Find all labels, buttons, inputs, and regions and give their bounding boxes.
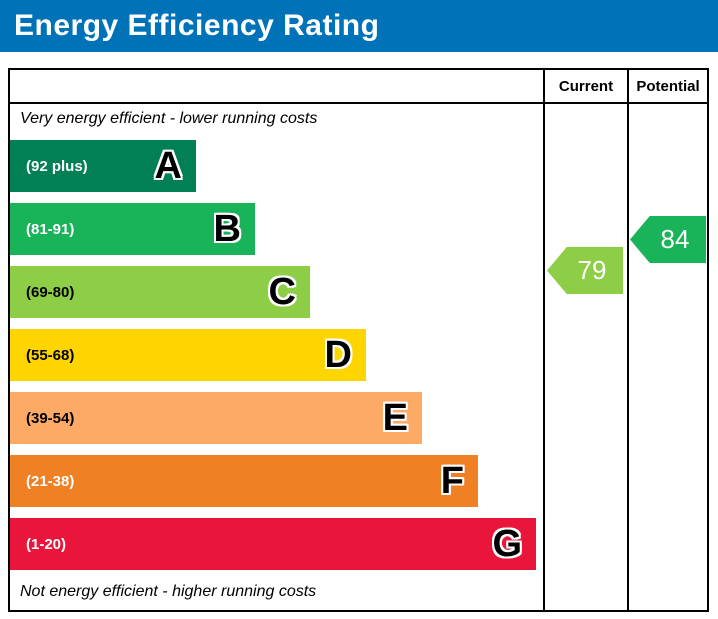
potential-rating-arrow: 84 [630,216,706,263]
page-title: Energy Efficiency Rating [14,9,380,42]
band-g: (1-20) G [10,518,536,570]
band-f-letter: F [440,460,464,502]
header-divider [10,102,707,104]
rating-chart: Current Potential Very energy efficient … [8,68,709,612]
band-b: (81-91) B [10,203,255,255]
band-d-range-label: (55-68) [26,346,75,364]
current-rating-arrow: 79 [547,247,623,294]
band-f-range-label: (21-38) [26,472,75,490]
band-b-range-label: (81-91) [26,220,75,238]
current-rating-value: 79 [577,255,607,285]
band-g-letter: G [492,523,522,565]
band-d: (55-68) D [10,329,366,381]
band-a-letter: A [154,145,182,187]
potential-column-header: Potential [636,78,700,95]
current-column-divider [543,70,545,610]
band-a: (92 plus) A [10,140,196,192]
band-b-letter: B [213,208,241,250]
band-e-letter: E [382,397,408,439]
band-c-range-label: (69-80) [26,283,75,301]
potential-column-divider [627,70,629,610]
band-e-range-label: (39-54) [26,409,75,427]
band-g-range-label: (1-20) [26,535,67,553]
potential-rating-value: 84 [660,224,690,254]
band-a-range-label: (92 plus) [26,157,88,175]
current-column-header: Current [558,78,614,95]
band-d-letter: D [324,334,352,376]
band-f: (21-38) F [10,455,478,507]
top-annotation: Very energy efficient - lower running co… [20,110,318,127]
title-bar: Energy Efficiency Rating [0,0,718,52]
band-c: (69-80) C [10,266,310,318]
bottom-annotation: Not energy efficient - higher running co… [20,583,317,600]
band-c-letter: C [268,271,296,313]
band-e: (39-54) E [10,392,422,444]
